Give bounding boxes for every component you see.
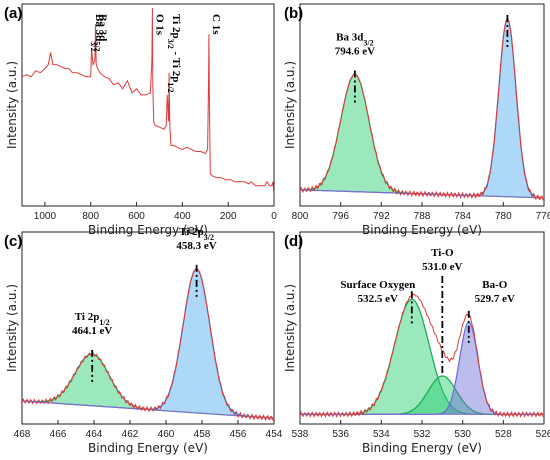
y-axis-label: Intensity (a.u.)	[283, 284, 297, 372]
x-axis-label: Binding Energy (eV)	[362, 223, 482, 237]
x-tick-label: 534	[373, 429, 390, 440]
plot-frame	[21, 231, 275, 425]
peak-value-label: 458.3 eV	[176, 240, 216, 252]
chart-panel-1: Ba 3d3/2Ba 3d5/2 O 1s Ti 2p3/2 - Ti 2p1/2 C…	[4, 3, 277, 237]
peak-value-label: 529.7 eV	[475, 293, 515, 305]
plot-area	[300, 17, 544, 201]
peak-value-label: 464.1 eV	[72, 325, 112, 337]
envelope-line	[22, 268, 274, 422]
x-tick-label: 458	[194, 429, 211, 440]
peak-label: Ti 2p3/2 - Ti 2p1/2	[167, 14, 183, 93]
x-tick-label: 800	[82, 211, 99, 222]
peak-fill	[300, 376, 544, 415]
peak-fill	[22, 353, 274, 419]
x-tick-label: 792	[373, 211, 390, 222]
x-tick-label: 1000	[34, 211, 57, 222]
peak-value-label: 532.5 eV	[358, 293, 398, 305]
y-axis-label: Intensity (a.u.)	[5, 284, 19, 372]
peak-value-label: 531.0 eV	[422, 261, 462, 273]
peak-fill	[300, 74, 544, 198]
x-tick-label: 528	[495, 429, 512, 440]
peak-label: Surface Oxygen	[340, 279, 415, 291]
chart-panel-4: Surface Oxygen 532.5 eV Ti-O 531.0 eV Ba-O 52…	[283, 231, 550, 455]
plot-area	[22, 7, 274, 196]
x-tick-label: 532	[414, 429, 431, 440]
peak-value-label: 794.6 eV	[335, 45, 375, 57]
peak-fill	[300, 18, 544, 198]
x-tick-label: 462	[122, 429, 139, 440]
panel-label: (d)	[284, 233, 303, 250]
y-axis-label: Intensity (a.u.)	[283, 61, 297, 149]
x-axis-label: Binding Energy (eV)	[88, 441, 208, 455]
x-tick-label: 200	[220, 211, 237, 222]
panel-label: (c)	[4, 233, 22, 250]
envelope-line	[300, 293, 544, 418]
plot-area	[22, 268, 274, 422]
x-tick-label: 460	[158, 429, 175, 440]
survey-line	[22, 7, 274, 196]
x-tick-label: 776	[536, 211, 550, 222]
x-tick-label: 530	[454, 429, 471, 440]
x-axis-label: Binding Energy (eV)	[88, 223, 208, 237]
x-tick-label: 600	[128, 211, 145, 222]
x-tick-label: 454	[266, 429, 283, 440]
x-tick-label: 464	[86, 429, 103, 440]
panel-label: (b)	[284, 5, 303, 22]
x-tick-label: 800	[292, 211, 309, 222]
peak-label: C 1s	[210, 14, 222, 35]
peak-label: Ti-O	[431, 247, 454, 259]
envelope-line	[300, 17, 544, 201]
peak-label: Ba 3d3/2	[89, 14, 105, 51]
peak-label: Ba-O	[482, 279, 508, 291]
panel-label: (a)	[4, 5, 22, 22]
x-tick-label: 468	[14, 429, 31, 440]
x-tick-label: 780	[495, 211, 512, 222]
plot-area	[300, 293, 544, 418]
peak-fill	[22, 268, 274, 419]
peak-label: Ti 2p1/2	[75, 311, 110, 327]
peak-value-label: 779.6 eV	[487, 0, 527, 2]
plot-frame	[21, 3, 275, 207]
x-tick-label: 796	[332, 211, 349, 222]
x-tick-label: 0	[271, 211, 277, 222]
peak-label: Ba 3d5/2	[93, 14, 109, 51]
x-tick-label: 784	[454, 211, 471, 222]
x-axis-label: Binding Energy (eV)	[362, 441, 482, 455]
x-tick-label: 788	[414, 211, 431, 222]
x-tick-label: 466	[50, 429, 67, 440]
peak-fill	[300, 322, 544, 415]
peak-fill	[300, 299, 544, 415]
peak-label: Ba 3d3/2	[336, 31, 373, 47]
peak-label: O 1s	[153, 14, 165, 36]
x-tick-label: 400	[174, 211, 191, 222]
x-tick-label: 538	[292, 429, 309, 440]
x-tick-label: 526	[536, 429, 550, 440]
y-axis-label: Intensity (a.u.)	[5, 61, 19, 149]
x-tick-label: 456	[230, 429, 247, 440]
x-tick-label: 536	[332, 429, 349, 440]
peak-label: Ti 2p3/2	[179, 226, 214, 242]
